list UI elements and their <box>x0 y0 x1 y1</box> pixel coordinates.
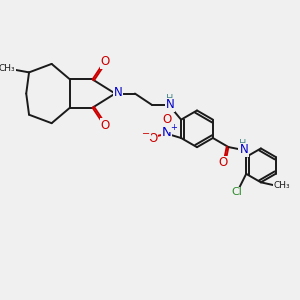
Text: CH₃: CH₃ <box>0 64 16 73</box>
Text: CH₃: CH₃ <box>273 181 290 190</box>
Text: N: N <box>240 143 248 156</box>
Text: +: + <box>170 123 177 132</box>
Text: Cl: Cl <box>232 187 242 197</box>
Text: O: O <box>148 131 157 145</box>
Text: H: H <box>239 139 246 149</box>
Text: N: N <box>114 85 122 99</box>
Text: O: O <box>100 55 110 68</box>
Text: N: N <box>162 126 171 139</box>
Text: O: O <box>219 156 228 169</box>
Text: −: − <box>142 129 150 139</box>
Text: H: H <box>166 94 173 104</box>
Text: N: N <box>166 98 175 111</box>
Text: O: O <box>100 119 110 132</box>
Text: O: O <box>163 113 172 126</box>
